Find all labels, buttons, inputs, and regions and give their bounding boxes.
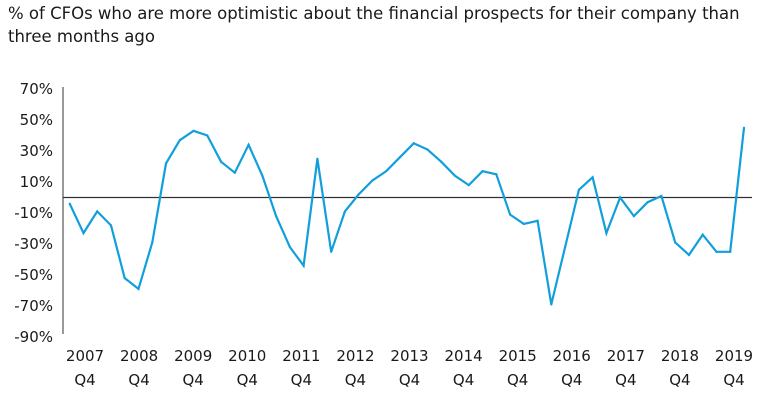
x-tick-label-year: 2008 [120,347,158,365]
data-point [481,170,484,173]
data-point [233,171,236,174]
data-point [701,233,704,236]
x-tick-label-year: 2009 [174,347,212,365]
y-tick-label: 30% [20,142,53,160]
data-point [508,213,512,216]
data-point [385,170,388,173]
data-point [316,157,319,160]
data-point [164,162,168,165]
x-tick-label-year: 2017 [607,347,645,365]
data-point [550,303,553,306]
data-point [412,142,415,145]
data-point [261,174,264,177]
data-point [495,173,498,176]
data-point [426,148,429,151]
x-tick-label-year: 2013 [390,347,428,365]
data-point [742,126,746,129]
data-point [729,250,732,253]
x-tick-label-quarter: Q4 [237,371,258,389]
data-point [687,253,691,256]
data-point [371,179,374,182]
data-point [357,193,360,196]
x-tick-label-quarter: Q4 [669,371,690,389]
x-tick-label-year: 2014 [444,347,482,365]
data-point [109,224,113,227]
y-tick-label: -10% [14,204,53,222]
x-tick-label-quarter: Q4 [399,371,420,389]
data-point [302,264,305,267]
y-tick-label: -90% [14,328,53,346]
x-tick-label-quarter: Q4 [507,371,528,389]
data-point [605,232,608,235]
data-point [715,250,718,253]
y-tick-label: -30% [14,235,53,253]
data-point [660,194,663,198]
x-tick-label-quarter: Q4 [291,371,312,389]
data-point [398,156,402,159]
data-point [591,176,594,179]
x-tick-label-quarter: Q4 [615,371,636,389]
data-point [536,219,539,222]
data-point [467,184,470,187]
x-tick-label-year: 2015 [499,347,537,365]
y-tick-label: 70% [20,80,53,98]
data-point [151,241,154,244]
data-point [453,174,457,177]
y-tick-label: -70% [14,297,53,315]
x-tick-label-quarter: Q4 [453,371,474,389]
x-tick-label-year: 2010 [228,347,266,365]
x-tick-label-year: 2012 [336,347,374,365]
data-point [522,222,525,225]
data-point [275,215,278,218]
data-point [82,232,85,235]
x-tick-label-year: 2016 [553,347,591,365]
y-tick-label: -50% [14,266,53,284]
data-point [137,287,140,291]
data-point [343,210,347,213]
data-point [564,246,567,249]
data-point [178,139,181,142]
x-tick-label-quarter: Q4 [345,371,366,389]
data-point [123,277,126,280]
data-point [206,134,209,137]
x-tick-label-year: 2018 [661,347,699,365]
x-tick-label-quarter: Q4 [561,371,582,389]
data-point [219,160,223,163]
series-line [68,127,746,305]
data-point [68,202,71,205]
x-tick-label-quarter: Q4 [74,371,95,389]
x-tick-label-quarter: Q4 [182,371,203,389]
data-point [330,250,333,253]
data-point [192,129,195,132]
data-point [288,246,291,249]
x-tick-label-year: 2019 [715,347,753,365]
y-tick-label: 50% [20,111,53,129]
data-point [619,196,622,199]
data-point [247,143,250,146]
data-point [674,241,677,244]
data-point [646,201,649,204]
y-tick-label: 10% [20,173,53,191]
data-point [577,188,580,191]
data-point [440,160,443,163]
data-point [96,210,99,213]
x-tick-label-quarter: Q4 [723,371,744,389]
x-tick-label-year: 2011 [282,347,320,365]
x-tick-label-quarter: Q4 [128,371,149,389]
data-point [632,215,636,218]
x-tick-label-year: 2007 [66,347,104,365]
chart-title: % of CFOs who are more optimistic about … [8,4,740,46]
